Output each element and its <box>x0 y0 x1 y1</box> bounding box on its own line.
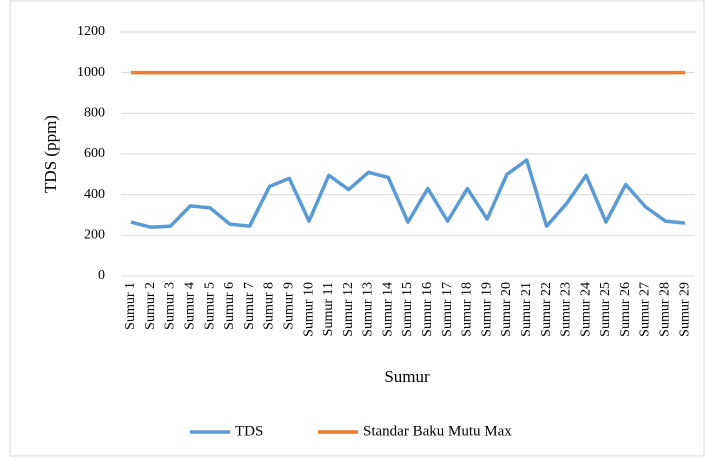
y-tick-label: 400 <box>84 187 105 202</box>
chart-border <box>9 0 705 457</box>
x-tick-label: Sumur 4 <box>182 282 197 330</box>
y-tick-label: 800 <box>84 106 105 121</box>
y-tick-label: 600 <box>84 146 105 161</box>
legend-label: Standar Baku Mutu Max <box>363 423 512 439</box>
x-tick-label: Sumur 28 <box>658 282 673 337</box>
x-tick-label: Sumur 17 <box>440 282 455 337</box>
x-tick-label: Sumur 15 <box>400 282 415 337</box>
x-tick-label: Sumur 1 <box>123 282 138 330</box>
x-tick-label: Sumur 21 <box>519 282 534 337</box>
x-tick-label: Sumur 13 <box>361 282 376 337</box>
y-tick-label: 1200 <box>77 24 105 39</box>
x-tick-label: Sumur 12 <box>341 282 356 337</box>
x-tick-label: Sumur 5 <box>202 282 217 330</box>
x-tick-label: Sumur 19 <box>479 282 494 337</box>
x-tick-label: Sumur 7 <box>242 282 257 330</box>
series-line <box>130 158 686 229</box>
y-tick-label: 1000 <box>77 65 105 80</box>
x-tick-label: Sumur 9 <box>281 282 296 330</box>
x-tick-label: Sumur 11 <box>321 282 336 336</box>
x-tick-label: Sumur 8 <box>262 282 277 330</box>
x-tick-label: Sumur 24 <box>578 282 593 337</box>
x-tick-label: Sumur 20 <box>499 282 514 337</box>
x-tick-label: Sumur 22 <box>539 282 554 337</box>
x-tick-label: Sumur 2 <box>143 282 158 330</box>
y-axis-title: TDS (ppm) <box>41 115 60 193</box>
x-axis-title: Sumur <box>384 367 430 386</box>
y-tick-label: 200 <box>84 228 105 243</box>
x-tick-label: Sumur 27 <box>638 282 653 337</box>
x-tick-label: Sumur 26 <box>618 282 633 337</box>
y-tick-label: 0 <box>98 268 105 283</box>
x-tick-label: Sumur 18 <box>460 282 475 337</box>
x-tick-label: Sumur 14 <box>380 282 395 337</box>
x-tick-label: Sumur 25 <box>598 282 613 337</box>
legend-label: TDS <box>235 423 263 439</box>
x-tick-label: Sumur 16 <box>420 282 435 337</box>
x-tick-label: Sumur 3 <box>163 282 178 330</box>
x-tick-label: Sumur 6 <box>222 282 237 330</box>
x-tick-label: Sumur 10 <box>301 282 316 337</box>
x-tick-label: Sumur 23 <box>559 282 574 337</box>
x-tick-label: Sumur 29 <box>677 282 692 337</box>
